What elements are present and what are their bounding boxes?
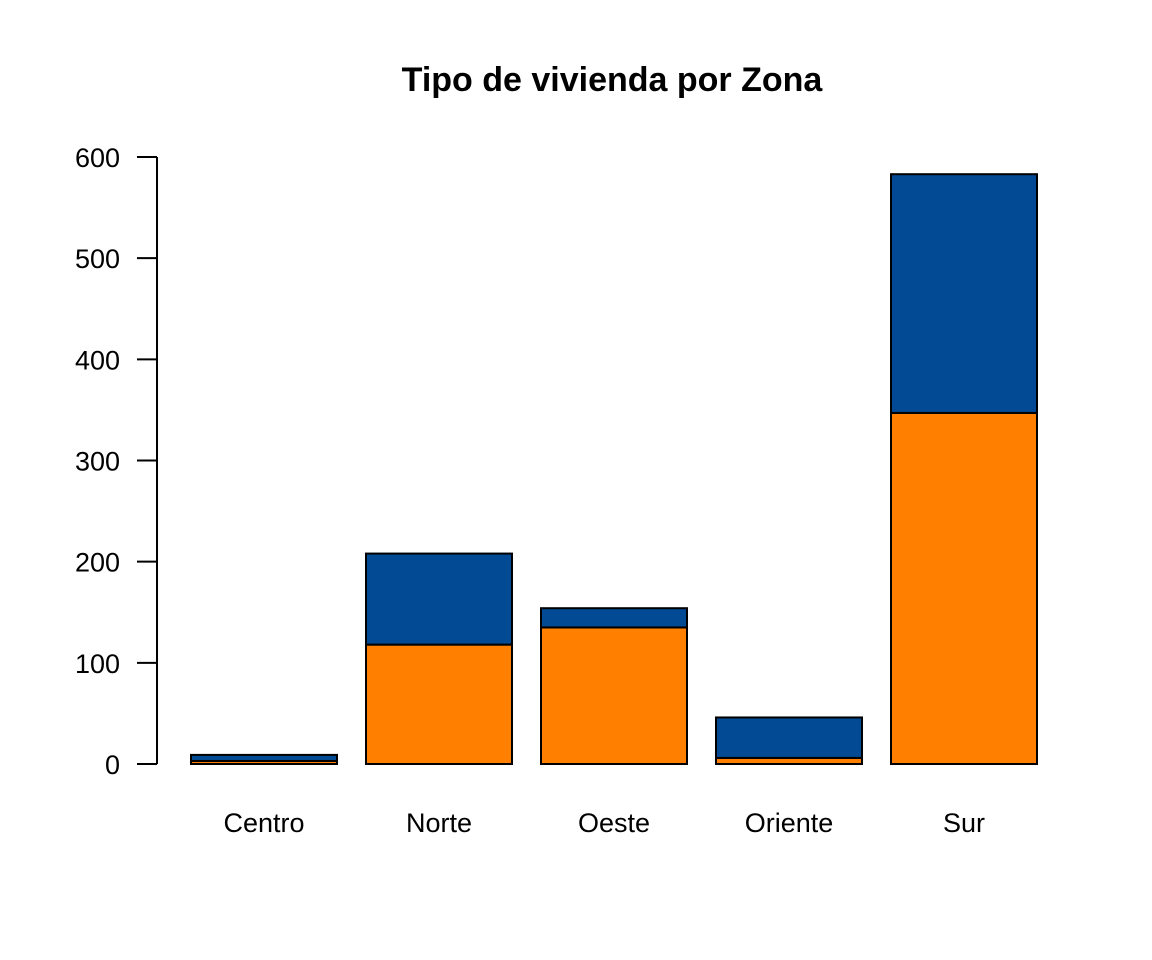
x-tick-label: Oriente	[745, 808, 834, 838]
x-tick-label: Oeste	[578, 808, 650, 838]
y-tick-label: 100	[75, 649, 120, 679]
y-tick-label: 300	[75, 447, 120, 477]
bar-segment-norte-1	[365, 643, 513, 766]
y-tick-label: 200	[75, 548, 120, 578]
bar-segment-oriente-2	[715, 716, 863, 759]
bar-segment-sur-1	[890, 411, 1038, 765]
x-tick-label: Norte	[406, 808, 472, 838]
x-axis-labels: Centro Norte Oeste Oriente Sur	[223, 808, 985, 838]
y-tick-label: 400	[75, 345, 120, 375]
bar-segment-centro-2	[190, 753, 338, 762]
bar-segment-oeste-1	[540, 626, 688, 765]
y-axis: 0 100 200 300 400 500 600	[75, 143, 158, 780]
x-tick-label: Centro	[223, 808, 304, 838]
bar-segment-oeste-2	[540, 607, 688, 629]
bar-segment-sur-2	[890, 173, 1038, 414]
y-tick-label: 0	[105, 750, 120, 780]
chart-title: Tipo de vivienda por Zona	[402, 61, 824, 99]
x-tick-label: Sur	[943, 808, 985, 838]
y-tick-label: 500	[75, 244, 120, 274]
bars-group	[190, 173, 1038, 766]
y-tick-label: 600	[75, 143, 120, 173]
bar-segment-norte-2	[365, 552, 513, 646]
